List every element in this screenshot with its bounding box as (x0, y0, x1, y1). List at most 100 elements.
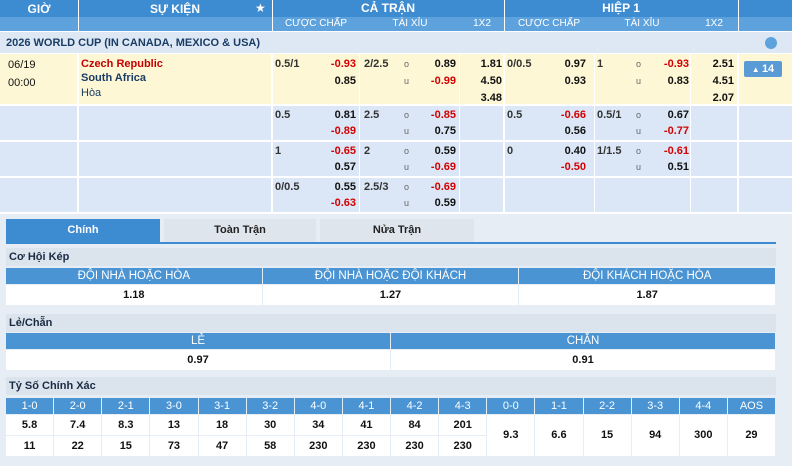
score-label: 3-0 (165, 400, 182, 412)
under-odds: 0.51 (667, 161, 689, 173)
over-label: o (636, 59, 642, 69)
under-label: u (636, 76, 642, 86)
odds-cell (595, 106, 690, 140)
score-cell (150, 415, 198, 435)
score-odds: 7.4 (70, 419, 86, 431)
odds-cell (739, 142, 792, 176)
score-odds: 230 (405, 440, 424, 452)
over-label: o (636, 146, 642, 156)
score-odds: 300 (694, 429, 713, 441)
tab[interactable]: Toàn Trận (164, 219, 316, 242)
score-label: 4-0 (310, 400, 327, 412)
under-label: u (404, 126, 410, 136)
odds-cell (505, 142, 594, 176)
odds-cell (460, 106, 503, 140)
score-odds: 22 (71, 440, 84, 452)
score-cell (198, 415, 246, 435)
away-team: South Africa (81, 72, 146, 84)
tab[interactable]: Nửa Trận (320, 219, 474, 242)
section-title-bar (6, 248, 776, 266)
score-label: 1-0 (21, 400, 38, 412)
over-odds: -0.61 (663, 145, 689, 157)
odds-cell (505, 54, 594, 104)
score-odds: 34 (312, 419, 325, 431)
odds-cell (691, 106, 737, 140)
odds-cell (360, 142, 459, 176)
favorite-star-icon[interactable]: ★ (255, 1, 266, 15)
score-cell (294, 415, 342, 435)
score-cell (150, 436, 198, 456)
under-odds: 0.83 (667, 75, 689, 87)
score-header-cell (198, 398, 246, 414)
header-cell (6, 268, 262, 284)
handicap-line: 0.5 (275, 109, 291, 121)
market-header: CHẴN (566, 335, 600, 347)
more-markets-button[interactable]: ▲ 14 (744, 61, 782, 77)
1x2-odds: 4.51 (712, 75, 734, 87)
time-cell (0, 106, 77, 140)
refresh-icon[interactable] (765, 37, 777, 49)
1x2-odds: 4.50 (480, 75, 502, 87)
over-odds: 0.59 (434, 145, 456, 157)
score-odds: 230 (453, 440, 472, 452)
handicap-line: 0.5/1 (275, 58, 300, 70)
more-count[interactable]: 14 (761, 63, 775, 75)
handicap-line: 1 (275, 145, 282, 157)
header-cell (391, 333, 775, 349)
score-label: 3-2 (262, 400, 279, 412)
score-label: 1-1 (550, 400, 567, 412)
score-odds: 29 (745, 429, 758, 441)
over-label: o (404, 110, 410, 120)
over-odds: 0.67 (667, 109, 689, 121)
score-cell (631, 415, 679, 456)
handicap-home-odds: -0.66 (560, 109, 586, 121)
league-bar (0, 32, 792, 53)
time-cell (0, 142, 77, 176)
over-label: o (404, 59, 410, 69)
score-label: 0-0 (502, 400, 519, 412)
value-cell (6, 285, 262, 305)
tab-underline (6, 242, 776, 244)
score-odds: 47 (215, 440, 229, 452)
handicap-line: 0 (507, 145, 514, 157)
header-bar (0, 0, 792, 17)
1x2-odds: 3.48 (480, 92, 502, 104)
header-cell (519, 268, 775, 284)
under-label: u (636, 126, 642, 136)
over-under-line: 2/2.5 (364, 58, 389, 70)
handicap-line: 0/0.5 (507, 58, 532, 70)
header-divider (504, 0, 505, 31)
header-cell (6, 333, 390, 349)
header-first-half: HIỆP 1 (602, 1, 640, 15)
score-cell (342, 436, 390, 456)
under-label: u (404, 76, 410, 86)
over-label: o (404, 182, 410, 192)
handicap-home-odds: -0.65 (330, 145, 356, 157)
header-column: TÀI XỈU (624, 18, 660, 29)
score-cell (583, 415, 631, 456)
header-divider (738, 0, 739, 31)
tab[interactable]: Chính (6, 219, 160, 242)
market-odds: 0.91 (572, 354, 594, 366)
score-label: 2-2 (599, 400, 616, 412)
odds-cell (691, 178, 737, 212)
header-column: TÀI XỈU (392, 18, 428, 29)
under-label: u (404, 162, 410, 172)
score-cell (391, 415, 439, 435)
score-cell (294, 436, 342, 456)
score-header-cell (102, 398, 150, 414)
1x2-odds: 2.07 (712, 92, 734, 104)
market-odds: 1.27 (379, 289, 402, 301)
header-column: CƯỢC CHẤP (517, 18, 581, 29)
score-cell (6, 415, 54, 435)
handicap-away-odds: -0.63 (330, 197, 356, 209)
score-cell (439, 436, 487, 456)
header-divider (78, 0, 79, 31)
score-label: 2-0 (69, 400, 86, 412)
odds-cell (273, 178, 359, 212)
score-cell (342, 415, 390, 435)
time-cell (0, 178, 77, 212)
handicap-home-odds: 0.55 (334, 181, 356, 193)
market-odds: 1.18 (123, 289, 145, 301)
handicap-away-odds: 0.56 (564, 125, 586, 137)
